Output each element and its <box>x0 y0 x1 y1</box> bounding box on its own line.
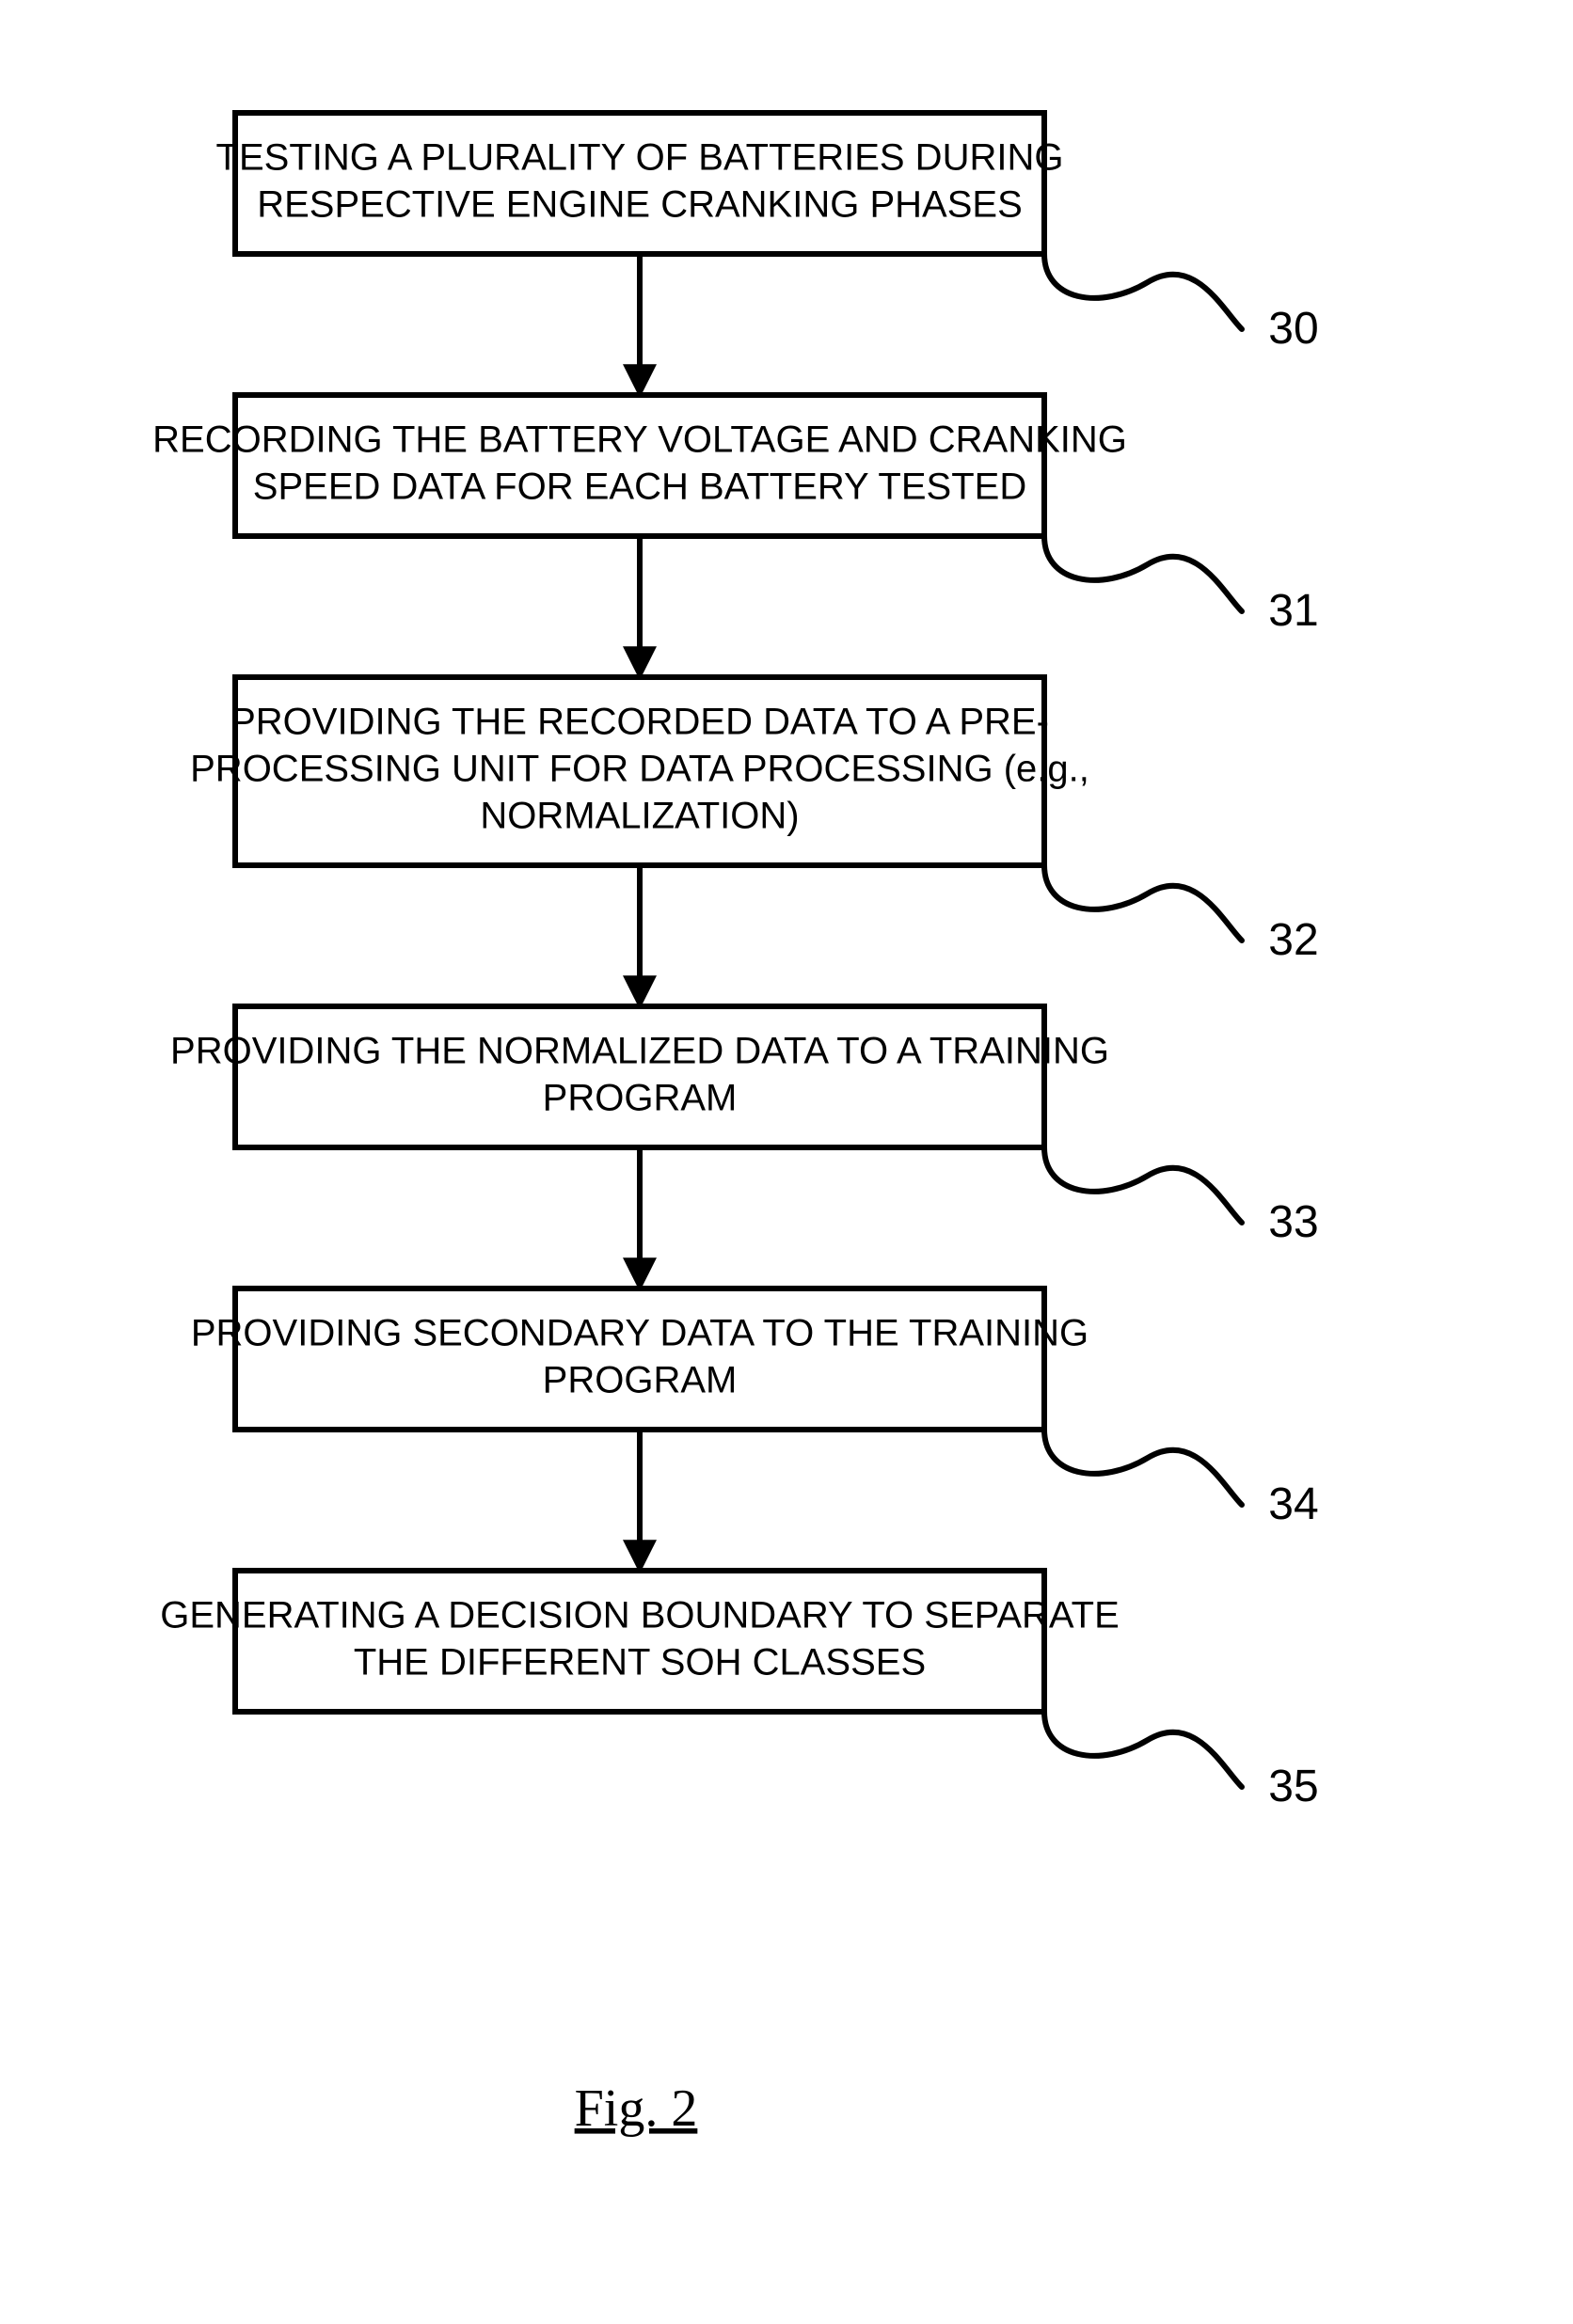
flow-node: PROVIDING THE NORMALIZED DATA TO A TRAIN… <box>170 1006 1319 1247</box>
flow-box-text: PROGRAM <box>543 1360 738 1401</box>
flow-node: RECORDING THE BATTERY VOLTAGE AND CRANKI… <box>152 395 1319 636</box>
flow-box-text: TESTING A PLURALITY OF BATTERIES DURING <box>216 137 1064 179</box>
flow-box-text: PROVIDING THE NORMALIZED DATA TO A TRAIN… <box>170 1031 1109 1072</box>
node-label: 31 <box>1268 586 1318 636</box>
leader-line <box>1044 1712 1242 1787</box>
node-label: 32 <box>1268 915 1318 965</box>
flow-box-text: RESPECTIVE ENGINE CRANKING PHASES <box>257 184 1023 226</box>
flow-box-text: PROVIDING THE RECORDED DATA TO A PRE- <box>230 702 1049 743</box>
flow-box-text: PROVIDING SECONDARY DATA TO THE TRAINING <box>191 1313 1088 1354</box>
flow-node: PROVIDING SECONDARY DATA TO THE TRAINING… <box>191 1288 1319 1529</box>
figure-caption: Fig. 2 <box>575 2079 698 2138</box>
flow-node: TESTING A PLURALITY OF BATTERIES DURING R… <box>216 113 1319 354</box>
flow-box-text: THE DIFFERENT SOH CLASSES <box>354 1642 926 1684</box>
node-label: 35 <box>1268 1762 1318 1811</box>
flow-box-text: PROCESSING UNIT FOR DATA PROCESSING (e.g… <box>190 749 1089 790</box>
leader-line <box>1044 865 1242 941</box>
leader-line <box>1044 536 1242 611</box>
leader-line <box>1044 254 1242 329</box>
flow-node: PROVIDING THE RECORDED DATA TO A PRE- PRO… <box>190 677 1319 965</box>
node-label: 30 <box>1268 304 1318 354</box>
node-label: 34 <box>1268 1479 1318 1529</box>
flow-box-text: GENERATING A DECISION BOUNDARY TO SEPARA… <box>160 1595 1120 1636</box>
flow-box-text: PROGRAM <box>543 1078 738 1119</box>
leader-line <box>1044 1430 1242 1505</box>
flow-box-text: NORMALIZATION) <box>480 796 799 837</box>
leader-line <box>1044 1147 1242 1223</box>
flow-box-text: RECORDING THE BATTERY VOLTAGE AND CRANKI… <box>152 419 1127 461</box>
flow-node: GENERATING A DECISION BOUNDARY TO SEPARA… <box>160 1571 1318 1811</box>
node-label: 33 <box>1268 1197 1318 1247</box>
flow-box-text: SPEED DATA FOR EACH BATTERY TESTED <box>253 466 1026 508</box>
